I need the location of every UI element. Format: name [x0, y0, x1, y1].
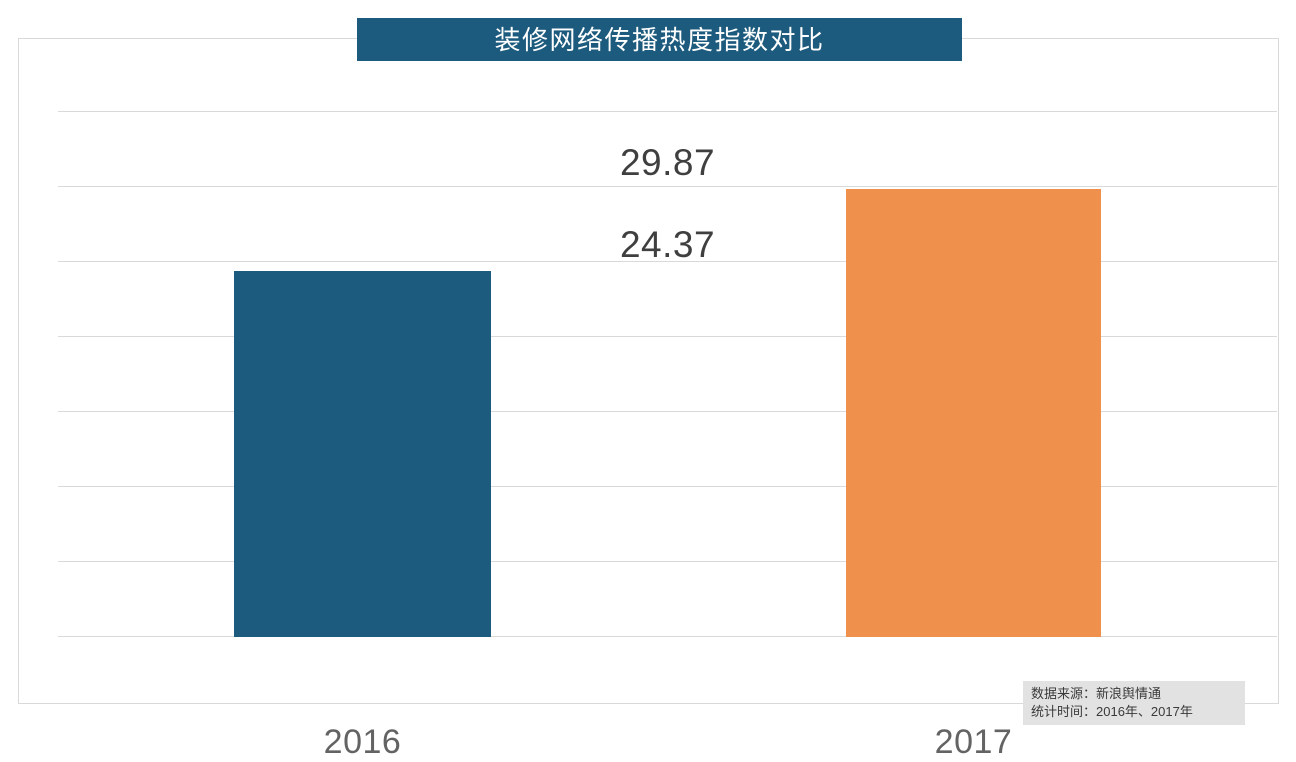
gridline	[58, 261, 1277, 262]
chart-frame: 24.37 29.87 2016 2017	[18, 38, 1279, 761]
gridline	[58, 336, 1277, 337]
gridline	[58, 111, 1277, 112]
gridline	[58, 486, 1277, 487]
plot-area: 24.37 29.87 2016 2017	[58, 111, 1277, 761]
gridline	[58, 636, 1277, 637]
gridline	[58, 186, 1277, 187]
gridline	[58, 561, 1277, 562]
chart-title: 装修网络传播热度指数对比	[494, 24, 825, 55]
footnote-box: 数据来源：新浪舆情通 统计时间：2016年、2017年	[1023, 681, 1245, 725]
bar-rect-2017[interactable]	[846, 189, 1101, 637]
x-axis-label-2016: 2016	[323, 723, 402, 761]
footnote-source: 数据来源：新浪舆情通	[1031, 686, 1162, 701]
bar-2017[interactable]	[846, 189, 1101, 637]
x-axis-label-2017: 2017	[934, 723, 1013, 761]
bar-rect-2016[interactable]	[234, 271, 491, 637]
bar-value-label-2016: 24.37	[619, 224, 716, 265]
chart-title-banner: 装修网络传播热度指数对比	[357, 18, 962, 61]
bar-2016[interactable]	[234, 271, 491, 637]
footnote-period: 统计时间：2016年、2017年	[1031, 704, 1193, 719]
gridline	[58, 411, 1277, 412]
bar-value-label-2017: 29.87	[619, 142, 716, 183]
